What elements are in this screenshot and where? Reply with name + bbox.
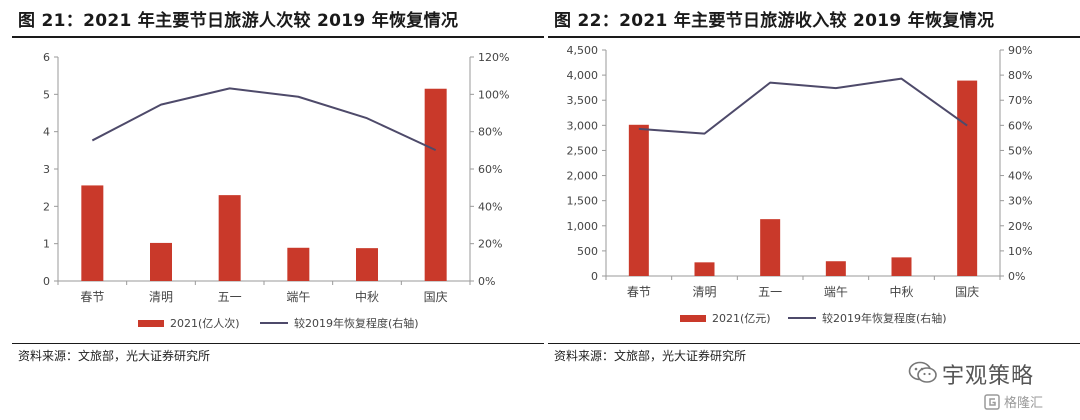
category-label: 清明 <box>149 290 173 304</box>
watermark-brand: 宇观策略 <box>942 364 1035 389</box>
left-figure-title: 图 21：2021 年主要节日旅游人次较 2019 年恢复情况 <box>18 11 459 31</box>
legend-bar-swatch <box>680 315 706 322</box>
left-tick-label: 2,500 <box>567 144 599 157</box>
category-label: 国庆 <box>955 285 979 299</box>
left-chart: 01234560%20%40%60%80%100%120%春节 清明 五一 端午 中秋国… <box>43 51 509 330</box>
category-label: 中秋 <box>355 289 379 304</box>
bar-端午 <box>287 247 310 281</box>
right-tick-label: 120% <box>478 51 509 64</box>
left-tick-label: 3 <box>43 163 50 176</box>
left-tick-label: 4 <box>43 126 50 139</box>
right-tick-label: 100% <box>478 88 509 101</box>
legend-line-label: 较2019年恢复程度(右轴) <box>294 316 419 330</box>
bar-中秋 <box>891 257 912 276</box>
category-label: 国庆 <box>424 290 448 304</box>
right-tick-label: 30% <box>1008 195 1032 208</box>
wechat-icon <box>908 361 937 383</box>
category-label: 五一 <box>758 285 782 299</box>
left-tick-label: 500 <box>577 245 598 258</box>
right-tick-label: 10% <box>1008 245 1032 258</box>
left-tick-label: 5 <box>43 88 50 101</box>
legend-bar-swatch <box>138 320 164 327</box>
left-title-rule <box>12 36 544 38</box>
category-label: 春节 <box>80 290 104 304</box>
gelonghui-logo-icon <box>984 394 1000 410</box>
left-tick-label: 0 <box>43 275 50 288</box>
category-label: 端午 <box>286 290 310 304</box>
left-tick-label: 0 <box>591 270 598 283</box>
bar-五一 <box>760 219 781 276</box>
legend-bar-label: 2021(亿人次) <box>170 316 240 330</box>
right-title-rule <box>548 36 1080 38</box>
right-tick-label: 40% <box>478 200 502 213</box>
bar-春节 <box>628 124 649 277</box>
right-figure-title: 图 22：2021 年主要节日旅游收入较 2019 年恢复情况 <box>554 11 995 31</box>
category-label: 中秋 <box>889 284 913 299</box>
watermark-sub: 格隆汇 <box>1004 396 1044 411</box>
right-tick-label: 80% <box>478 126 502 139</box>
bar-清明 <box>150 242 172 281</box>
right-tick-label: 0% <box>478 275 495 288</box>
left-tick-label: 1 <box>43 238 50 251</box>
left-tick-label: 1,000 <box>567 220 599 233</box>
left-tick-label: 6 <box>43 51 50 64</box>
left-tick-label: 4,500 <box>567 44 599 57</box>
right-tick-label: 60% <box>478 163 502 176</box>
recovery-rate-line <box>638 77 968 135</box>
right-tick-label: 40% <box>1008 170 1032 183</box>
left-tick-label: 1,500 <box>567 195 599 208</box>
bar-国庆 <box>424 88 447 281</box>
right-chart: 0 500 1,000 1,500 2,000 2,500 3,000 3,500 4,000 4… <box>567 44 1033 325</box>
bar-中秋 <box>356 248 378 281</box>
right-tick-label: 70% <box>1008 94 1032 107</box>
category-label: 端午 <box>824 285 848 299</box>
left-tick-label: 3,000 <box>567 119 599 132</box>
right-source-rule <box>548 343 1080 344</box>
left-source-note: 资料来源：文旅部，光大证券研究所 <box>18 349 211 363</box>
category-label: 五一 <box>218 290 242 304</box>
watermark: 宇观策略 格隆汇 <box>908 356 1076 416</box>
bar-端午 <box>825 261 846 276</box>
right-tick-label: 90% <box>1008 44 1032 57</box>
bar-五一 <box>218 195 241 281</box>
right-source-note: 资料来源：文旅部，光大证券研究所 <box>554 349 747 363</box>
bar-清明 <box>694 262 715 276</box>
bar-春节 <box>81 185 104 281</box>
left-tick-label: 2,000 <box>567 170 599 183</box>
right-tick-label: 20% <box>1008 220 1032 233</box>
right-figure-panel: 图 22：2021 年主要节日旅游收入较 2019 年恢复情况 0 500 1,00… <box>548 0 1080 372</box>
left-tick-label: 4,000 <box>567 69 599 82</box>
category-label: 春节 <box>627 285 651 299</box>
right-tick-label: 50% <box>1008 144 1032 157</box>
right-tick-label: 0% <box>1008 270 1025 283</box>
category-label: 清明 <box>692 285 716 299</box>
legend-bar-label: 2021(亿元) <box>712 312 771 325</box>
bar-国庆 <box>957 80 978 277</box>
left-source-rule <box>12 343 544 344</box>
legend-line-label: 较2019年恢复程度(右轴) <box>822 311 947 325</box>
right-tick-label: 20% <box>478 238 502 251</box>
right-tick-label: 60% <box>1008 119 1032 132</box>
recovery-rate-line <box>91 87 437 152</box>
right-tick-label: 80% <box>1008 69 1032 82</box>
left-tick-label: 2 <box>43 200 50 213</box>
left-tick-label: 3,500 <box>567 94 599 107</box>
